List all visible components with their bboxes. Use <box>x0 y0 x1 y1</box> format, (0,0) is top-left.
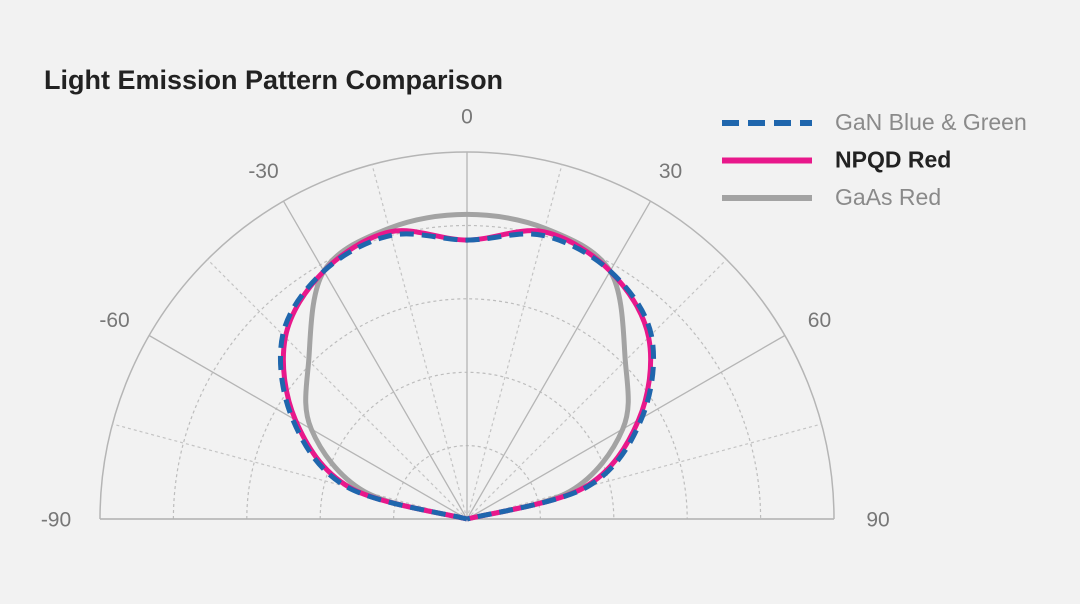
legend-label: GaN Blue & Green <box>835 109 1027 135</box>
legend-label: GaAs Red <box>835 184 941 210</box>
grid-ring <box>246 298 688 520</box>
theta-tick-label: -90 <box>41 509 71 532</box>
legend: GaN Blue & Green NPQD Red GaAs Red <box>722 109 1027 210</box>
grid-spoke-minor <box>371 164 468 520</box>
grid-spoke-minor <box>466 259 727 520</box>
grid-ring <box>172 224 762 520</box>
plot-area <box>277 211 657 522</box>
grid-spoke-minor <box>112 423 468 520</box>
grid-spoke <box>466 200 652 520</box>
series-line <box>277 231 657 522</box>
grid: -90 -60 -30 0 30 60 90 <box>41 106 890 532</box>
grid-spoke <box>282 200 468 520</box>
grid-spoke-minor <box>207 259 468 520</box>
theta-tick-label: 0 <box>461 106 473 129</box>
grid-spoke-minor <box>466 423 822 520</box>
series-line <box>303 211 631 522</box>
legend-label: NPQD Red <box>835 147 951 173</box>
chart-title: Light Emission Pattern Comparison <box>44 65 503 95</box>
theta-tick-label: -30 <box>248 160 278 183</box>
theta-tick-label: 30 <box>659 160 682 183</box>
theta-tick-label: 60 <box>808 309 831 332</box>
theta-tick-label: -60 <box>99 309 129 332</box>
grid-spoke-minor <box>466 164 563 520</box>
theta-tick-label: 90 <box>866 509 889 532</box>
